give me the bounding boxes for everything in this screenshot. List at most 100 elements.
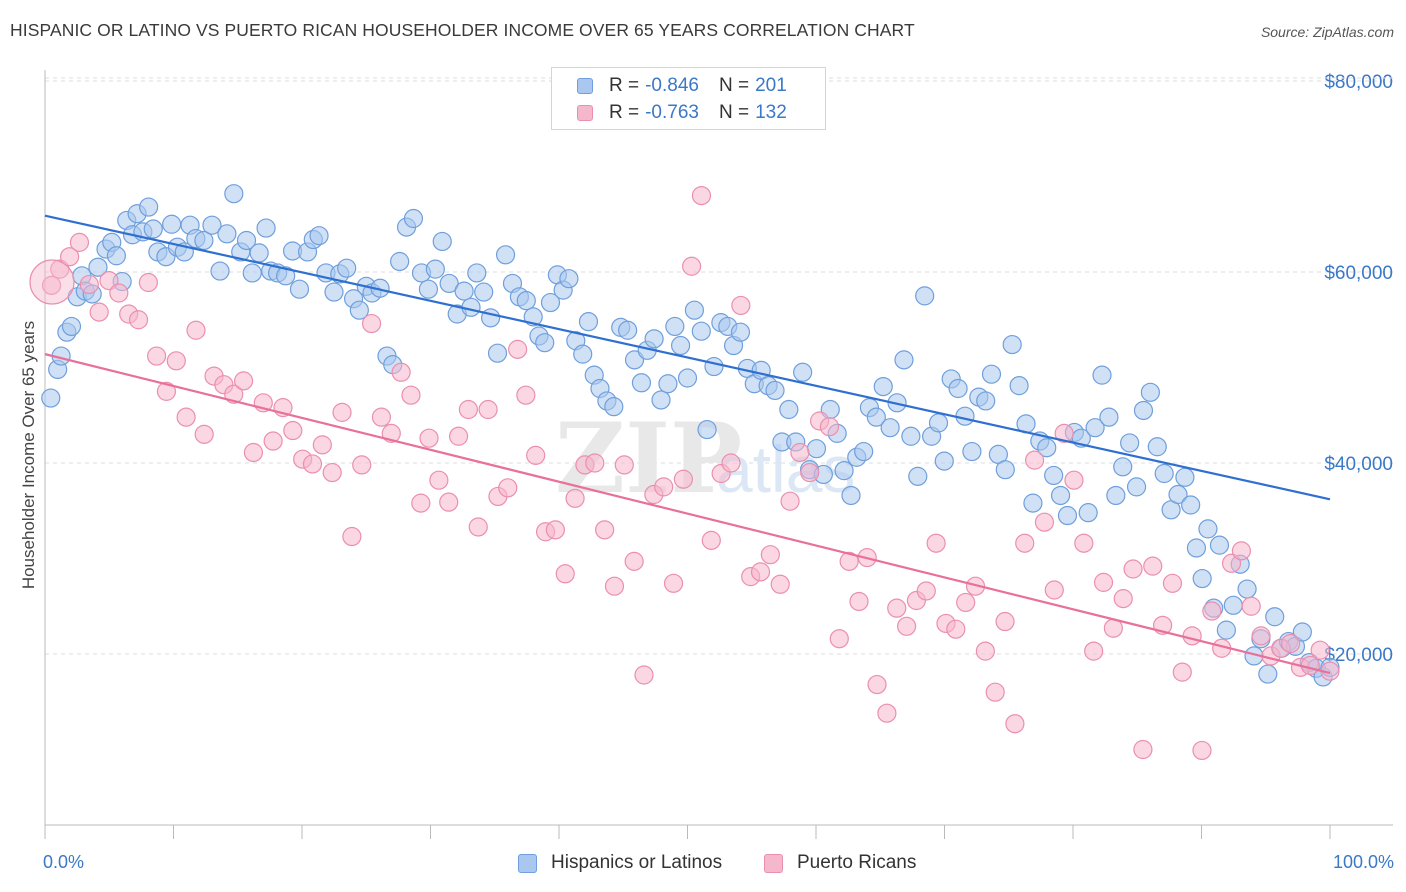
point-hispanic (841, 485, 861, 506)
point-puerto-rican (194, 424, 214, 444)
point-puerto-rican (1123, 559, 1143, 579)
point-puerto-rican (439, 492, 459, 512)
point-puerto-rican (790, 442, 810, 463)
point-hispanic (337, 258, 357, 278)
point-puerto-rican (565, 488, 585, 508)
point-hispanic (1209, 535, 1230, 555)
point-puerto-rican (701, 530, 721, 550)
point-puerto-rican (1113, 589, 1133, 609)
point-hispanic (467, 263, 487, 283)
point-hispanic (644, 329, 664, 349)
point-puerto-rican (1093, 572, 1114, 592)
point-hispanic (854, 441, 874, 462)
point-puerto-rican (1202, 601, 1222, 621)
point-puerto-rican (508, 339, 528, 359)
point-hispanic (948, 378, 968, 399)
point-hispanic (976, 391, 996, 411)
point-puerto-rican (780, 491, 800, 511)
point-puerto-rican (468, 517, 488, 537)
point-puerto-rican (411, 493, 431, 513)
point-puerto-rican (109, 283, 129, 303)
point-hispanic (249, 243, 269, 263)
point-hispanic (1216, 620, 1236, 640)
point-hispanic (962, 441, 982, 462)
point-hispanic (1133, 400, 1154, 421)
point-puerto-rican (877, 703, 897, 723)
point-hispanic (162, 214, 182, 234)
legend-row-hispanic: R = -0.846 N = 201 (577, 73, 787, 99)
point-hispanic (670, 335, 691, 356)
point-hispanic (793, 362, 813, 382)
point-puerto-rican (458, 399, 479, 420)
point-hispanic (1106, 485, 1126, 506)
legend-row-puerto-rican: R = -0.763 N = 132 (577, 100, 787, 126)
point-puerto-rican (750, 562, 771, 582)
x-axis-min-label: 0.0% (43, 852, 85, 872)
series-legend-hispanic[interactable]: Hispanics or Latinos (518, 852, 722, 874)
point-hispanic (873, 377, 893, 397)
point-puerto-rican (1133, 739, 1153, 760)
point-hispanic (1292, 622, 1312, 642)
point-hispanic (1037, 438, 1057, 458)
point-puerto-rican (1044, 580, 1064, 600)
point-hispanic (41, 388, 61, 408)
y-tick-label: $60,000 (1324, 263, 1393, 284)
point-puerto-rican (1005, 714, 1025, 734)
y-axis-title: Householder Income Over 65 years (19, 320, 38, 590)
point-hispanic (217, 224, 237, 244)
point-hispanic (1168, 484, 1188, 505)
point-hispanic (194, 230, 214, 251)
point-hispanic (1181, 495, 1201, 515)
point-puerto-rican (995, 611, 1015, 632)
point-hispanic (1198, 519, 1218, 539)
point-puerto-rican (1231, 541, 1251, 561)
point-hispanic (651, 390, 671, 410)
point-hispanic (1265, 607, 1285, 627)
point-puerto-rican (138, 272, 158, 293)
point-hispanic (559, 269, 579, 289)
point-hispanic (779, 399, 799, 420)
point-hispanic (704, 356, 724, 377)
point-hispanic (210, 261, 230, 281)
point-puerto-rican (312, 435, 332, 455)
point-hispanic (677, 368, 698, 388)
point-hispanic (765, 380, 785, 401)
legend-swatch-blue (577, 78, 593, 94)
point-puerto-rican (361, 313, 382, 334)
point-hispanic (61, 316, 82, 337)
point-puerto-rican (516, 385, 536, 405)
point-hispanic (915, 286, 935, 306)
legend-swatch-pink (577, 105, 593, 121)
series-legend: Hispanics or Latinos Puerto Ricans (0, 852, 1406, 878)
legend-r-label: R = (609, 102, 640, 123)
point-hispanic (1085, 418, 1105, 438)
point-puerto-rican (916, 581, 936, 601)
point-hispanic (276, 266, 296, 286)
point-hispanic (624, 350, 645, 370)
series-legend-puerto-rican[interactable]: Puerto Ricans (764, 852, 916, 874)
point-puerto-rican (691, 186, 712, 206)
point-puerto-rican (1241, 596, 1261, 616)
legend-r-label: R = (609, 75, 640, 96)
point-hispanic (691, 321, 711, 341)
point-puerto-rican (243, 442, 264, 463)
point-hispanic (487, 343, 508, 363)
point-puerto-rican (498, 478, 518, 498)
point-hispanic (866, 407, 886, 427)
point-hispanic (573, 344, 593, 364)
point-puerto-rican (156, 381, 177, 401)
point-hispanic (1192, 568, 1212, 589)
point-hispanic (934, 451, 954, 471)
point-hispanic (834, 461, 854, 481)
y-tick-label: $20,000 (1324, 645, 1393, 666)
point-puerto-rican (545, 520, 565, 540)
point-puerto-rican (673, 469, 693, 489)
point-hispanic (1099, 407, 1119, 427)
point-hispanic (981, 364, 1002, 384)
point-puerto-rican (1300, 655, 1320, 676)
point-hispanic (894, 350, 914, 370)
point-puerto-rican (146, 346, 167, 366)
point-puerto-rican (128, 310, 149, 330)
point-puerto-rican (1251, 626, 1271, 646)
point-hispanic (324, 282, 344, 302)
